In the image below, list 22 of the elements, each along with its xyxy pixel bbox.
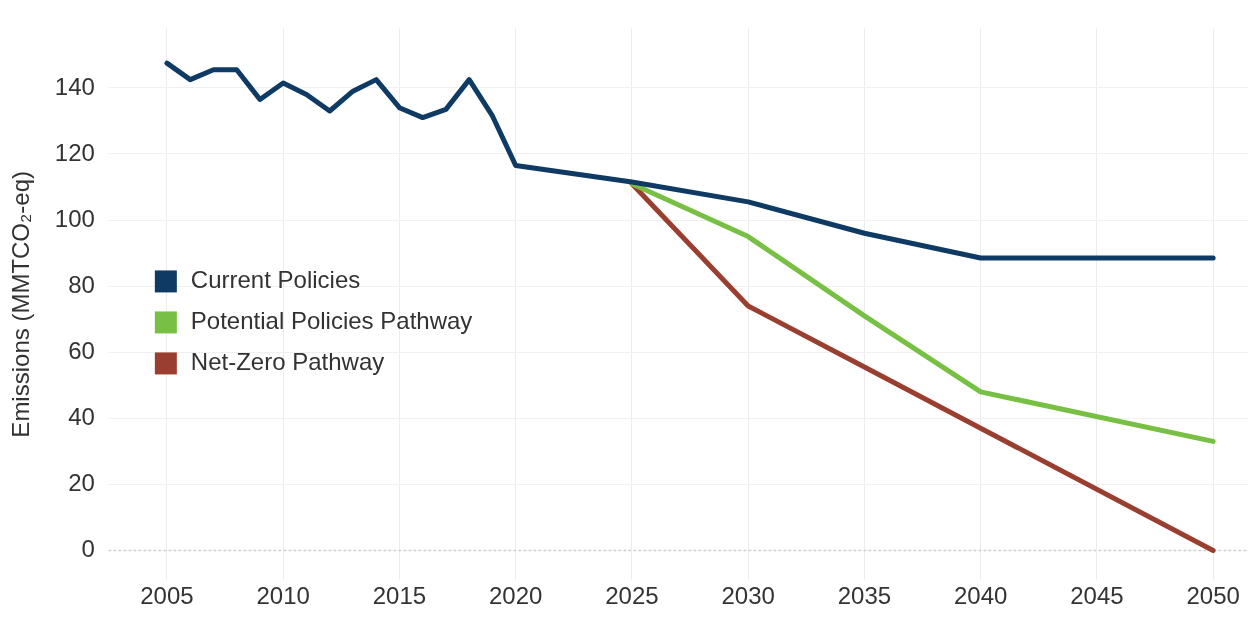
x-tick-label: 2005 bbox=[140, 582, 194, 610]
x-tick-label: 2020 bbox=[488, 582, 543, 610]
x-tick-label: 2035 bbox=[837, 582, 892, 610]
legend-label: Net-Zero Pathway bbox=[190, 348, 385, 376]
y-tick-label: 120 bbox=[54, 138, 95, 166]
y-tick-label: 20 bbox=[68, 469, 95, 496]
x-tick-label: 2045 bbox=[1070, 582, 1124, 610]
y-axis-title: Emissions (MMTCO₂-eq) bbox=[7, 170, 35, 438]
legend-label: Current Policies bbox=[190, 266, 361, 294]
x-tick-label: 2030 bbox=[721, 582, 775, 610]
y-tick-label: 140 bbox=[54, 72, 95, 100]
y-tick-label: 100 bbox=[54, 204, 95, 232]
x-tick-label: 2015 bbox=[372, 582, 427, 610]
y-tick-label: 40 bbox=[68, 402, 95, 430]
x-tick-label: 2050 bbox=[1186, 582, 1240, 610]
y-tick-label: 0 bbox=[81, 535, 95, 563]
x-tick-label: 2040 bbox=[953, 582, 1008, 610]
x-tick-label: 2010 bbox=[256, 582, 310, 610]
y-tick-label: 60 bbox=[68, 336, 95, 364]
legend-label: Potential Policies Pathway bbox=[190, 307, 473, 335]
y-tick-label: 80 bbox=[68, 270, 95, 298]
x-tick-label: 2025 bbox=[605, 582, 659, 610]
